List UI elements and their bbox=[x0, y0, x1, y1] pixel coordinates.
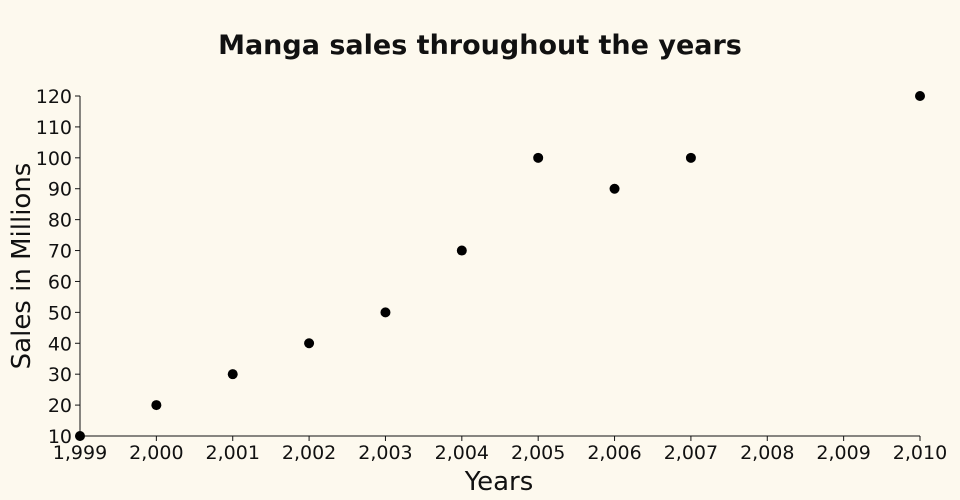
data-point bbox=[227, 369, 238, 380]
data-point bbox=[533, 152, 544, 163]
y-tick-label: 90 bbox=[48, 179, 72, 201]
y-tick-label: 60 bbox=[48, 271, 72, 293]
y-tick-label: 70 bbox=[48, 241, 72, 263]
y-tick-label: 50 bbox=[48, 302, 72, 324]
y-tick-label: 20 bbox=[48, 395, 72, 417]
y-axis-label: Sales in Millions bbox=[7, 163, 37, 370]
data-point bbox=[151, 400, 162, 411]
x-tick-label: 2,006 bbox=[587, 442, 641, 464]
x-tick-label: 2,005 bbox=[511, 442, 565, 464]
x-tick-label: 2,003 bbox=[358, 442, 412, 464]
y-axis: 10 20 30 40 50 60 70 80 90 100 110 120 bbox=[36, 86, 81, 448]
y-tick-label: 40 bbox=[48, 333, 72, 355]
data-point bbox=[609, 183, 620, 194]
y-tick-label: 120 bbox=[36, 86, 72, 108]
data-point bbox=[456, 245, 467, 256]
data-point bbox=[685, 152, 696, 163]
x-tick-label: 2,002 bbox=[282, 442, 336, 464]
x-tick-label: 2,009 bbox=[816, 442, 870, 464]
data-point bbox=[915, 91, 925, 101]
y-tick-label: 10 bbox=[48, 426, 72, 448]
x-tick-label: 2,004 bbox=[435, 442, 489, 464]
x-tick-label: 2,008 bbox=[740, 442, 794, 464]
data-point bbox=[75, 431, 85, 441]
chart-title: Manga sales throughout the years bbox=[218, 30, 742, 61]
x-tick-label: 2,007 bbox=[664, 442, 718, 464]
data-point bbox=[304, 338, 315, 349]
data-point bbox=[380, 307, 391, 318]
x-axis: 1,999 2,000 2,001 2,002 2,003 2,004 2,005 2,006… bbox=[53, 435, 947, 464]
y-tick-label: 100 bbox=[36, 148, 72, 170]
x-axis-label: Years bbox=[464, 467, 534, 497]
y-tick-label: 80 bbox=[48, 210, 72, 232]
y-tick-label: 110 bbox=[36, 117, 72, 139]
x-tick-label: 1,999 bbox=[53, 442, 107, 464]
x-tick-label: 2,001 bbox=[206, 442, 260, 464]
data-points bbox=[75, 91, 925, 441]
x-tick-label: 2,000 bbox=[129, 442, 183, 464]
y-tick-label: 30 bbox=[48, 364, 72, 386]
x-tick-label: 2,010 bbox=[893, 442, 947, 464]
